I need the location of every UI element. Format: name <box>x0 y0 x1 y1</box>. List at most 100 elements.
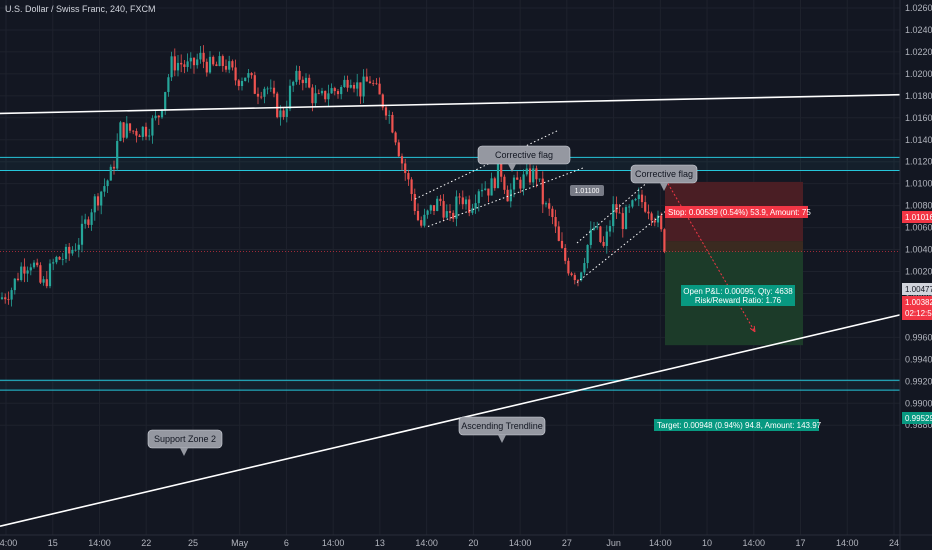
candle-body <box>436 198 439 211</box>
ascending-trendline[interactable] <box>0 314 901 527</box>
candle-body <box>135 131 138 136</box>
x-tick-label: 20 <box>468 538 478 548</box>
countdown-text: 02:12:50 <box>905 309 932 318</box>
target-label[interactable]: Target: 0.00948 (0.94%) 94.8, Amount: 14… <box>654 419 822 431</box>
candle-body <box>544 203 548 205</box>
support-zone-2-label[interactable]: Support Zone 2 <box>147 429 223 456</box>
candle-body <box>55 256 58 263</box>
candle-body <box>77 244 80 250</box>
y-tick-label: 0.98800 <box>905 420 932 430</box>
candle-body <box>317 93 320 95</box>
candle-body <box>119 122 122 141</box>
price-axis[interactable]: 1.02600 1.02400 1.02200 1.02000 1.01800 1.016… <box>899 0 932 550</box>
candle-body <box>516 177 519 180</box>
callout-box <box>477 145 571 165</box>
candle-body <box>352 85 356 89</box>
zone-fill <box>0 157 900 171</box>
candle-body <box>365 76 368 82</box>
candle-body <box>32 262 36 268</box>
candle-body <box>647 211 650 214</box>
candle-body <box>605 231 608 246</box>
candle-body <box>192 57 196 66</box>
open-pnl-label[interactable]: Open P&L: 0.00095, Qty: 4638 Risk/Reward… <box>681 285 795 306</box>
corrective-flag-label-2[interactable]: Corrective flag <box>630 164 698 191</box>
candle-body <box>333 88 336 92</box>
candle-body <box>375 83 378 85</box>
candle-body <box>452 212 455 219</box>
candle-body <box>250 73 253 76</box>
candle-body <box>464 199 468 205</box>
badge-bg <box>902 296 932 320</box>
x-tick-label: 14:00 <box>509 538 532 548</box>
candle-body <box>260 96 263 98</box>
candle-body <box>538 178 541 180</box>
resistance-trendline[interactable] <box>0 93 901 115</box>
chart-title: U.S. Dollar / Swiss Franc, 240, FXCM <box>5 4 156 14</box>
candle-body <box>256 93 260 97</box>
stop-label[interactable]: Stop: 0.00539 (0.54%) 53.9, Amount: 75 <box>665 206 811 218</box>
candle-body <box>429 205 432 211</box>
zone-fill <box>0 380 900 391</box>
candle-body <box>45 279 48 287</box>
candle-body <box>522 174 525 189</box>
x-tick-label: 14:00 <box>743 538 766 548</box>
candle-body <box>138 135 141 137</box>
open-pnl-box <box>681 285 795 306</box>
candle-body <box>186 61 189 67</box>
arrow-head <box>749 325 756 333</box>
candle-body <box>308 77 311 88</box>
candle-body <box>468 199 471 213</box>
candle-body <box>96 196 100 206</box>
candle-body <box>458 196 461 198</box>
candle-body <box>20 266 23 281</box>
candle-body <box>640 194 644 203</box>
candle-body <box>205 61 208 73</box>
candle-body <box>298 70 301 80</box>
candle-body <box>314 93 317 104</box>
ascending-trendline-label[interactable]: Ascending Trendline <box>458 416 546 443</box>
candle-body <box>455 196 458 219</box>
candle-body <box>13 278 16 291</box>
candle-body <box>381 94 384 108</box>
candle-body <box>266 88 269 90</box>
candle-body <box>528 168 532 183</box>
candle-body <box>532 168 535 183</box>
candle-body <box>157 115 160 118</box>
candle-body <box>196 59 199 66</box>
candle-body <box>10 290 13 300</box>
candle-body <box>132 130 135 132</box>
small-label-box <box>570 185 604 196</box>
time-axis[interactable]: 14:00 15 14:00 22 25 May 6 14:00 13 14:00 20 14:00 2… <box>0 534 932 548</box>
candle-body <box>144 126 148 137</box>
candle-body <box>506 189 509 202</box>
candle-body <box>4 297 7 300</box>
candle-body <box>461 197 464 205</box>
candle-body <box>493 178 496 189</box>
callout-text: Ascending Trendline <box>461 421 543 431</box>
candle-body <box>541 178 544 205</box>
candle-body <box>180 62 183 65</box>
candle-body <box>573 275 576 281</box>
candle-body <box>500 161 503 177</box>
candle-body <box>189 57 192 62</box>
candle-body <box>228 61 231 70</box>
candle-body <box>231 61 234 68</box>
x-tick-label: 14:00 <box>649 538 672 548</box>
candle-body <box>644 202 647 212</box>
callout-pointer <box>498 435 506 443</box>
candle-body <box>276 93 279 118</box>
candle-body <box>48 263 52 287</box>
candle-body <box>349 85 352 88</box>
candle-body <box>660 215 663 230</box>
y-tick-label: 1.01400 <box>905 135 932 145</box>
corrective-flag-label-1[interactable]: Corrective flag <box>477 145 571 172</box>
small-price-label[interactable]: 1.01100 <box>570 185 604 196</box>
candle-body <box>90 212 93 225</box>
candle-body <box>621 213 624 229</box>
candle-body <box>592 227 596 230</box>
y-tick-label: 1.02200 <box>905 47 932 57</box>
candle-body <box>362 76 365 97</box>
